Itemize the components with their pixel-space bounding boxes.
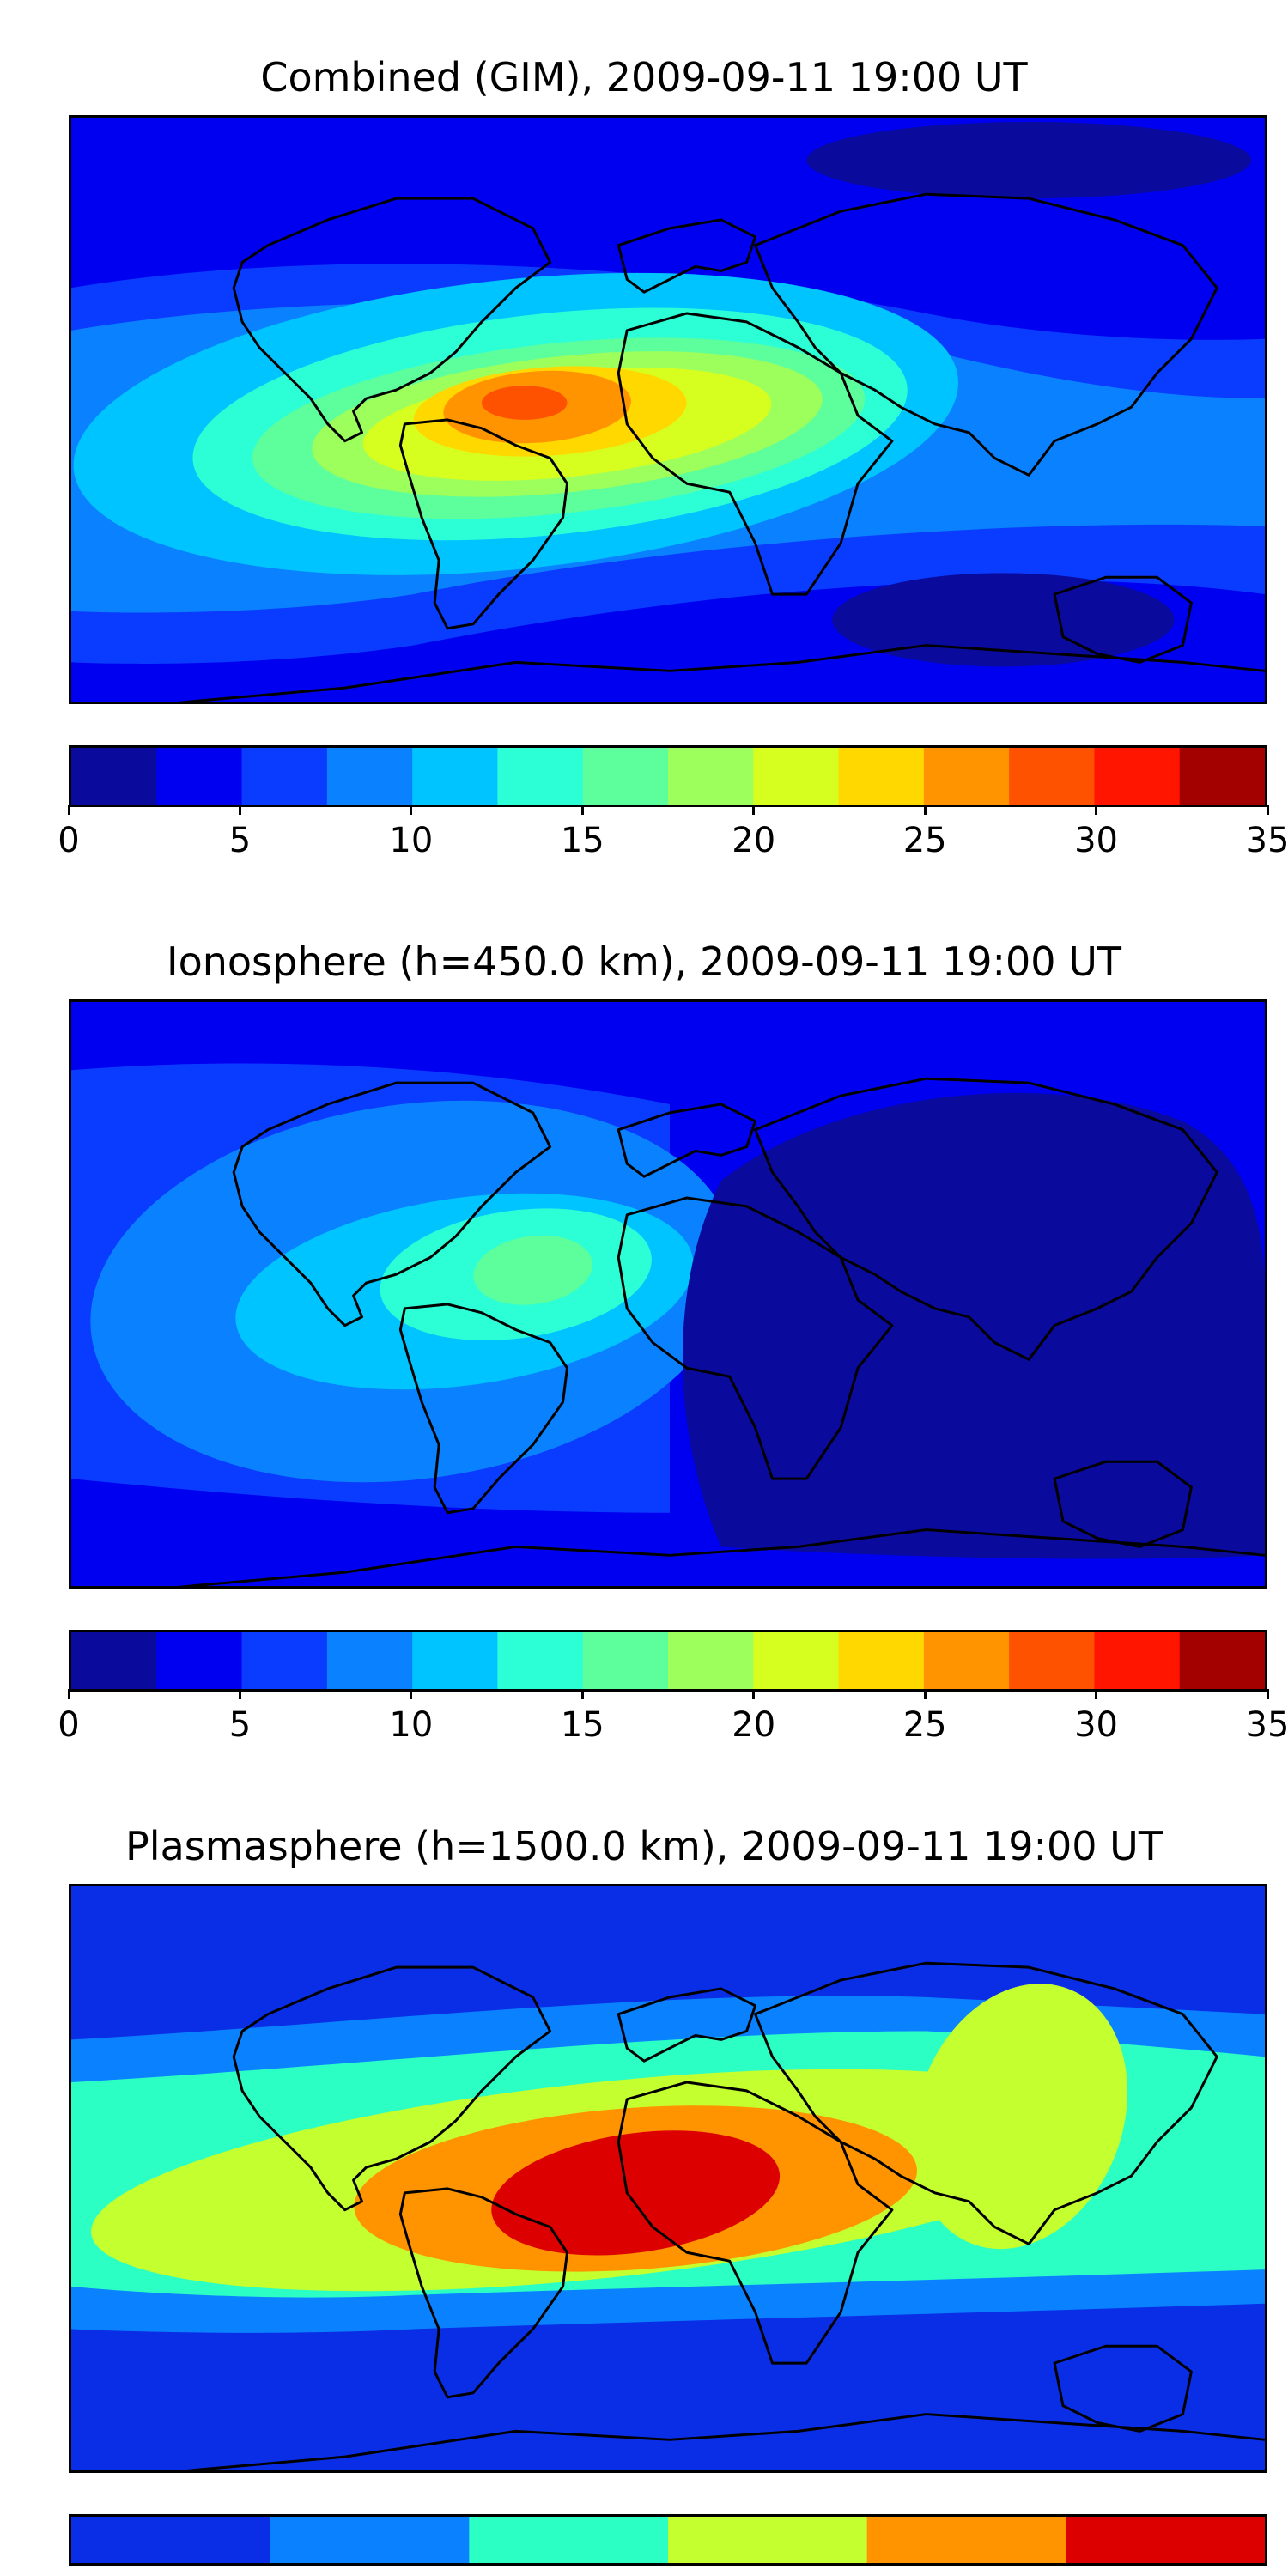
colorbar-swatch — [71, 2517, 271, 2563]
colorbar-tick-label: 10 — [389, 821, 434, 860]
contour-level — [913, 1984, 1128, 2250]
colorbar-tick — [238, 1689, 241, 1699]
colorbar-swatch — [156, 1632, 243, 1689]
colorbar-tick-label: 30 — [1074, 821, 1119, 860]
colorbar-swatch — [241, 748, 328, 805]
colorbar-swatch — [923, 748, 1010, 805]
colorbar-tick — [580, 805, 584, 815]
colorbar-tick-label: 5 — [228, 1705, 252, 1745]
contour-level — [481, 386, 568, 420]
colorbar-swatch — [923, 1632, 1010, 1689]
colorbar-swatch — [156, 748, 243, 805]
colorbar-swatch — [241, 1632, 328, 1689]
colorbar-tick-label: 35 — [1245, 1705, 1288, 1745]
colorbar-tick-label: 35 — [1245, 821, 1288, 860]
colorbar-tick — [1095, 1689, 1098, 1699]
colorbar-swatch — [838, 748, 925, 805]
colorbar-swatch — [326, 1632, 413, 1689]
colorbar-swatch — [668, 2517, 868, 2563]
colorbar-swatch — [71, 748, 157, 805]
colorbar-tick — [1095, 805, 1098, 815]
colorbar-swatch — [71, 1632, 157, 1689]
colorbar-tick-label: 30 — [1074, 1705, 1119, 1745]
colorbar-tick-label: 10 — [389, 1705, 434, 1745]
colorbar-swatch — [1066, 2517, 1265, 2563]
colorbar-ticks: 0 5 10 15 20 25 30 35 — [58, 805, 1288, 860]
colorbar-swatch — [1179, 748, 1265, 805]
colorbar — [69, 745, 1267, 807]
coastlines — [178, 1077, 1265, 1586]
colorbar-tick — [923, 805, 927, 815]
colorbar-tick — [67, 1689, 70, 1699]
colorbar — [69, 1630, 1267, 1692]
map-plot — [69, 115, 1267, 704]
colorbar-swatch — [497, 748, 584, 805]
colorbar-tick-label: 15 — [560, 821, 605, 860]
contour-level — [491, 2130, 781, 2256]
colorbar-swatch — [1094, 1632, 1181, 1689]
contour-map — [71, 118, 1265, 702]
colorbar-swatch — [1009, 1632, 1096, 1689]
colorbar-tick — [1266, 1689, 1269, 1699]
colorbar-tick — [410, 805, 413, 815]
chart-title: Combined (GIM), 2009-09-11 19:00 UT — [260, 54, 1028, 100]
colorbar-tick-label: 5 — [228, 821, 252, 860]
colorbar-swatch — [270, 2517, 470, 2563]
colorbar-swatch — [1009, 748, 1096, 805]
colorbar-swatch — [1094, 748, 1181, 805]
map-plot — [69, 1884, 1267, 2473]
colorbar-swatch — [582, 748, 669, 805]
colorbar-swatch — [469, 2517, 669, 2563]
colorbar-tick — [67, 805, 70, 815]
contour-level — [806, 121, 1252, 199]
colorbar-swatch — [866, 2517, 1066, 2563]
colorbar-tick-label: 20 — [732, 1705, 776, 1745]
colorbar-swatch — [1179, 1632, 1265, 1689]
coastlines — [178, 1961, 1265, 2470]
colorbar-tick — [923, 1689, 927, 1699]
chart-title: Ionosphere (h=450.0 km), 2009-09-11 19:0… — [167, 939, 1121, 985]
map-plot — [69, 999, 1267, 1589]
colorbar-tick — [410, 1689, 413, 1699]
colorbar-swatch — [838, 1632, 925, 1689]
contour-map — [71, 1886, 1265, 2470]
colorbar-tick — [752, 1689, 756, 1699]
contour-level — [832, 573, 1175, 667]
colorbar-swatch — [668, 1632, 754, 1689]
colorbar-swatch — [668, 748, 754, 805]
colorbar-ticks: 0 5 10 15 20 25 30 35 — [58, 1689, 1288, 1745]
colorbar — [69, 2514, 1267, 2566]
colorbar-tick-label: 15 — [560, 1705, 605, 1745]
contour-level — [473, 1235, 592, 1305]
colorbar-tick — [1266, 805, 1269, 815]
contour-map — [71, 1002, 1265, 1586]
colorbar-tick — [580, 1689, 584, 1699]
colorbar-tick-label: 25 — [902, 821, 947, 860]
colorbar-tick — [752, 805, 756, 815]
chart-title: Plasmasphere (h=1500.0 km), 2009-09-11 1… — [125, 1823, 1163, 1869]
colorbar-tick-label: 0 — [58, 1705, 80, 1745]
colorbar-tick-label: 25 — [902, 1705, 947, 1745]
colorbar-swatch — [326, 748, 413, 805]
colorbar-swatch — [412, 748, 499, 805]
colorbar-tick-label: 20 — [732, 821, 776, 860]
colorbar-swatch — [412, 1632, 499, 1689]
contour-level — [682, 1092, 1265, 1559]
coastlines — [178, 192, 1265, 702]
colorbar-tick-label: 0 — [58, 821, 80, 860]
colorbar-swatch — [753, 748, 840, 805]
colorbar-swatch — [497, 1632, 584, 1689]
colorbar-swatch — [753, 1632, 840, 1689]
colorbar-swatch — [582, 1632, 669, 1689]
colorbar-tick — [238, 805, 241, 815]
